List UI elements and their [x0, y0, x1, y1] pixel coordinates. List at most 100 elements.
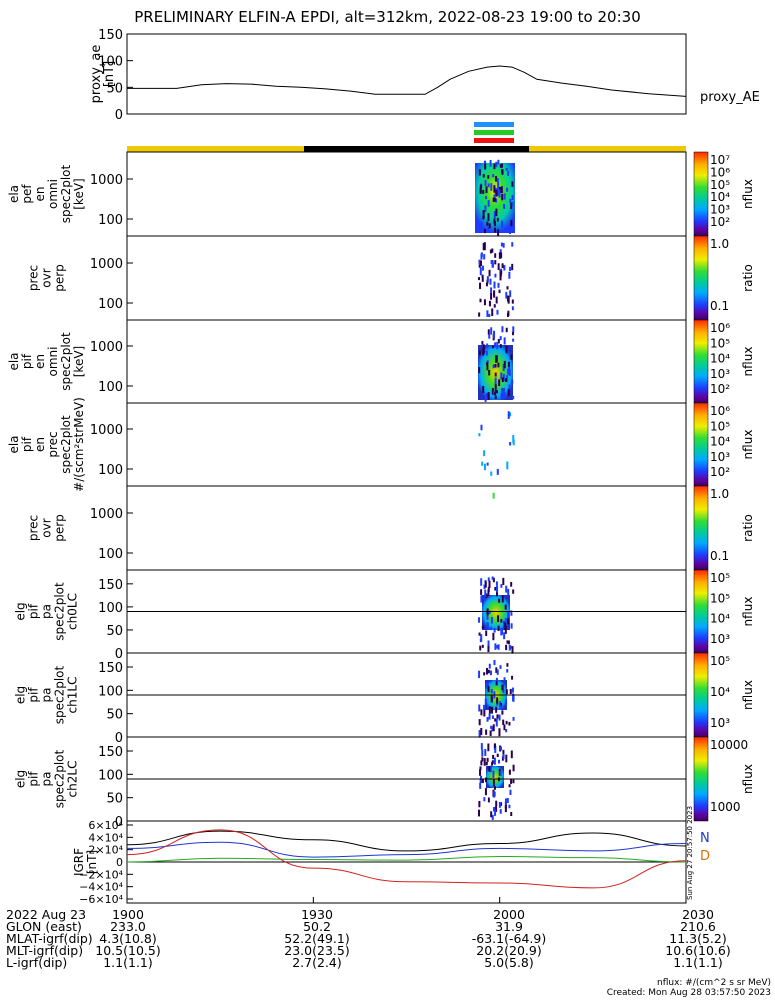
flux-speck [491, 726, 494, 732]
flux-speck [491, 248, 494, 253]
flux-speck [502, 753, 505, 760]
flux-speck [507, 411, 510, 419]
flux-speck [494, 253, 497, 258]
flux-speck [486, 462, 489, 466]
flux-speck [497, 339, 500, 344]
flux-speck [499, 705, 502, 709]
flux-speck [494, 643, 497, 650]
colorbar [693, 402, 709, 487]
flux-speck [499, 273, 502, 281]
flux-speck [479, 769, 482, 776]
y-tick-label: 1000 [90, 507, 123, 522]
side-timestamp: Sun Aug 27 20:57:50 2023 [686, 806, 694, 900]
footer-cell: 2000 [493, 907, 525, 922]
flux-speck [503, 677, 506, 681]
footer-cell: 1.1(1.1) [103, 955, 153, 970]
colorbar-tick-label: 10⁴ [710, 352, 730, 366]
flux-speck [496, 585, 499, 593]
flux-speck [480, 634, 483, 642]
flux-speck [482, 347, 485, 354]
flux-speck [511, 646, 514, 654]
flux-speck [493, 211, 496, 219]
flux-speck [493, 185, 496, 193]
flux-speck [500, 242, 503, 247]
flux-speck [512, 435, 515, 443]
footer-cell: 10.6(10.6) [665, 943, 731, 958]
y-tick-label: 100 [98, 297, 123, 312]
flux-speck [500, 628, 503, 636]
flux-speck [494, 809, 497, 816]
flux-speck [486, 360, 489, 364]
flux-speck [495, 718, 498, 727]
flux-speck [495, 667, 498, 673]
flux-speck [480, 743, 483, 750]
flux-speck [509, 226, 512, 234]
y-axis-label: pif [20, 353, 34, 369]
flux-speck [499, 164, 502, 168]
flux-speck [488, 223, 491, 229]
flux-speck [486, 343, 489, 348]
flux-speck [493, 330, 496, 339]
flux-speck [500, 619, 503, 623]
flux-speck [490, 471, 493, 476]
flux-speck [487, 686, 490, 693]
flux-speck [511, 242, 514, 247]
flux-speck [495, 805, 498, 812]
flux-speck [482, 242, 485, 251]
flux-speck [511, 299, 514, 304]
y-axis-label: spec2plot [59, 164, 73, 223]
flux-speck [505, 798, 508, 805]
footer-created: Created: Mon Aug 28 03:57:50 2023 [606, 988, 771, 998]
flux-speck [488, 766, 491, 772]
flux-speck [478, 264, 481, 268]
igrf-series-line [126, 830, 687, 852]
flux-speck [480, 589, 483, 595]
y-axis-label: spec2plot [59, 332, 73, 391]
flux-speck [491, 715, 494, 719]
flux-speck [508, 384, 511, 392]
flux-speck [492, 632, 495, 641]
flux-speck [489, 278, 492, 285]
flux-speck [510, 750, 513, 759]
flux-speck [488, 313, 491, 318]
flux-speck [502, 577, 505, 585]
y-axis-label: prec [27, 265, 41, 291]
flux-speck [498, 714, 501, 721]
colorbar-tick-label: 10⁶ [710, 404, 730, 418]
flux-speck [481, 749, 484, 757]
y-axis-label: elg [14, 686, 28, 704]
y-tick-label: 0 [115, 731, 123, 746]
flux-speck [480, 253, 483, 260]
y-tick-label: 100 [98, 213, 123, 228]
flux-speck [508, 366, 511, 371]
flux-speck [487, 329, 490, 335]
flux-speck [495, 681, 498, 686]
flux-speck [481, 625, 484, 630]
flux-speck [486, 612, 489, 620]
flux-speck [493, 660, 496, 666]
y-axis-label: elg [14, 770, 28, 788]
y-tick-label: 100 [98, 684, 123, 699]
flux-speck [497, 229, 500, 237]
flux-speck [478, 259, 481, 265]
flux-speck [511, 379, 514, 385]
flux-speck [498, 252, 501, 259]
flux-speck [493, 743, 496, 748]
flux-speck [500, 584, 503, 588]
flux-speck [493, 197, 496, 202]
y-tick-label: 100 [98, 601, 123, 616]
flux-speck [503, 724, 506, 731]
flux-speck [494, 395, 497, 400]
flux-speck [490, 260, 493, 264]
flux-speck [509, 442, 512, 446]
y-tick-label: 150 [98, 745, 123, 760]
flux-speck [481, 461, 484, 466]
colorbar [693, 151, 709, 237]
orbit-marker-red [474, 138, 514, 143]
colorbar-tick-label: 10² [710, 465, 730, 479]
flux-speck [488, 300, 491, 307]
igrf-series-line [126, 855, 687, 863]
flux-speck [483, 584, 486, 589]
y-axis-label: #/(scm²strMeV) [72, 397, 86, 492]
y-axis-label: perp [53, 514, 67, 542]
